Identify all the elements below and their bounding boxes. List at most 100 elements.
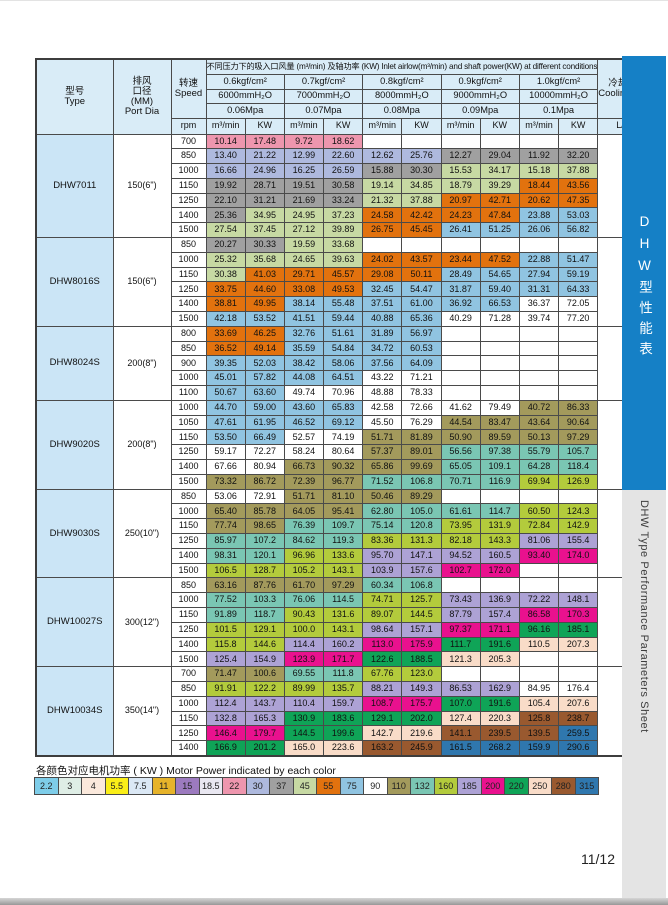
value-cell: 161.5	[440, 740, 481, 757]
value-cell: 122.6	[362, 651, 403, 668]
value-cell: 133.6	[323, 547, 364, 564]
value-cell: 172.0	[479, 562, 520, 579]
legend-item: 132	[410, 777, 435, 795]
value-cell: 94.52	[440, 547, 481, 564]
value-cell: 91.91	[205, 680, 246, 697]
value-cell: 61.61	[440, 503, 481, 520]
value-cell: 72.84	[518, 518, 560, 535]
value-cell: 24.58	[362, 207, 403, 224]
value-cell: 59.19	[558, 266, 599, 283]
rpm-value: 850	[170, 148, 207, 165]
value-cell: 174.0	[558, 547, 599, 564]
col-header-speed: 转速 Speed	[170, 58, 207, 119]
value-cell: 38.42	[283, 355, 325, 372]
value-cell: 162.9	[479, 680, 520, 697]
empty-cell	[558, 666, 599, 682]
value-cell: 90.43	[283, 607, 325, 623]
pressure-mpa: 0.07Mpa	[283, 103, 364, 119]
value-cell: 98.64	[362, 621, 403, 638]
value-cell: 54.65	[479, 266, 520, 283]
value-cell: 160.2	[323, 636, 364, 653]
value-cell: 78.33	[401, 385, 442, 401]
empty-cell	[479, 488, 520, 505]
empty-cell	[401, 237, 442, 253]
value-cell: 148.1	[558, 592, 599, 608]
legend-item: 15	[175, 777, 200, 795]
value-cell: 25.32	[205, 251, 246, 268]
rpm-value: 1400	[170, 207, 207, 224]
value-cell: 33.24	[323, 192, 364, 209]
value-cell: 37.56	[362, 355, 403, 372]
rpm-value: 1250	[170, 444, 207, 461]
legend-item: 45	[292, 777, 317, 795]
value-cell: 67.66	[205, 459, 246, 475]
value-cell: 85.78	[244, 503, 285, 520]
value-cell: 37.45	[244, 222, 285, 239]
value-cell: 27.54	[205, 222, 246, 239]
rpm-value: 1250	[170, 725, 207, 742]
empty-cell	[518, 355, 560, 372]
port-dia: 200(8")	[112, 399, 172, 490]
empty-cell	[558, 325, 599, 342]
value-cell: 45.50	[362, 414, 403, 431]
value-cell: 97.37	[440, 621, 481, 638]
value-cell: 19.92	[205, 177, 246, 194]
value-cell: 45.01	[205, 370, 246, 387]
value-cell: 90.64	[558, 414, 599, 431]
model-name: DHW9030S	[35, 488, 114, 579]
value-cell: 34.17	[479, 163, 520, 179]
value-cell: 121.3	[440, 651, 481, 668]
value-cell: 202.0	[401, 710, 442, 727]
value-cell: 125.4	[205, 651, 246, 668]
value-cell: 81.10	[323, 488, 364, 505]
pressure-mmh2o: 7000mmH₂O	[283, 88, 364, 104]
model-name: DHW9020S	[35, 399, 114, 490]
value-cell: 101.5	[205, 621, 246, 638]
pressure-mpa: 0.06Mpa	[205, 103, 285, 119]
empty-cell	[558, 385, 599, 401]
value-cell: 72.91	[244, 488, 285, 505]
port-dia: 350(14")	[112, 666, 172, 757]
value-cell: 185.1	[558, 621, 599, 638]
rpm-value: 1150	[170, 710, 207, 727]
value-cell: 86.58	[518, 607, 560, 623]
value-cell: 75.14	[362, 518, 403, 535]
value-cell: 105.0	[401, 503, 442, 520]
value-cell: 10.14	[205, 133, 246, 150]
power-unit: KW	[401, 117, 442, 135]
value-cell: 53.03	[558, 207, 599, 224]
table-row: 850 13.40 21.22 12.99 22.60 12.62 25.76 12.27 29…	[36, 148, 657, 165]
value-cell: 50.11	[401, 266, 442, 283]
pressure-mmh2o: 9000mmH₂O	[440, 88, 520, 104]
value-cell: 80.64	[323, 444, 364, 461]
value-cell: 93.40	[518, 547, 560, 564]
value-cell: 36.92	[440, 296, 481, 313]
value-cell: 69.12	[323, 414, 364, 431]
value-cell: 159.7	[323, 695, 364, 712]
value-cell: 81.89	[401, 429, 442, 446]
value-cell: 143.7	[244, 695, 285, 712]
value-cell: 114.4	[283, 636, 325, 653]
empty-cell	[518, 370, 560, 387]
value-cell: 45.45	[401, 222, 442, 239]
value-cell: 26.06	[518, 222, 560, 239]
empty-cell	[558, 370, 599, 387]
rpm-value: 1150	[170, 518, 207, 535]
table-row: DHW10034S 350(14") 700 71.47 100.6 69.55 111.8…	[35, 666, 658, 757]
value-cell: 64.51	[323, 370, 364, 387]
value-cell: 142.7	[362, 725, 403, 742]
value-cell: 106.8	[401, 577, 442, 594]
value-cell: 98.65	[244, 518, 285, 535]
value-cell: 99.69	[401, 459, 442, 475]
value-cell: 40.72	[518, 399, 560, 416]
value-cell: 48.88	[362, 385, 403, 401]
value-cell: 33.68	[323, 237, 364, 253]
value-cell: 111.8	[323, 666, 364, 682]
flow-unit: m³/min	[283, 117, 325, 135]
value-cell: 29.04	[479, 148, 520, 165]
legend-item: 315	[574, 777, 599, 795]
rpm-value: 1100	[170, 385, 207, 401]
value-cell: 112.4	[205, 695, 246, 712]
empty-cell	[440, 355, 481, 372]
